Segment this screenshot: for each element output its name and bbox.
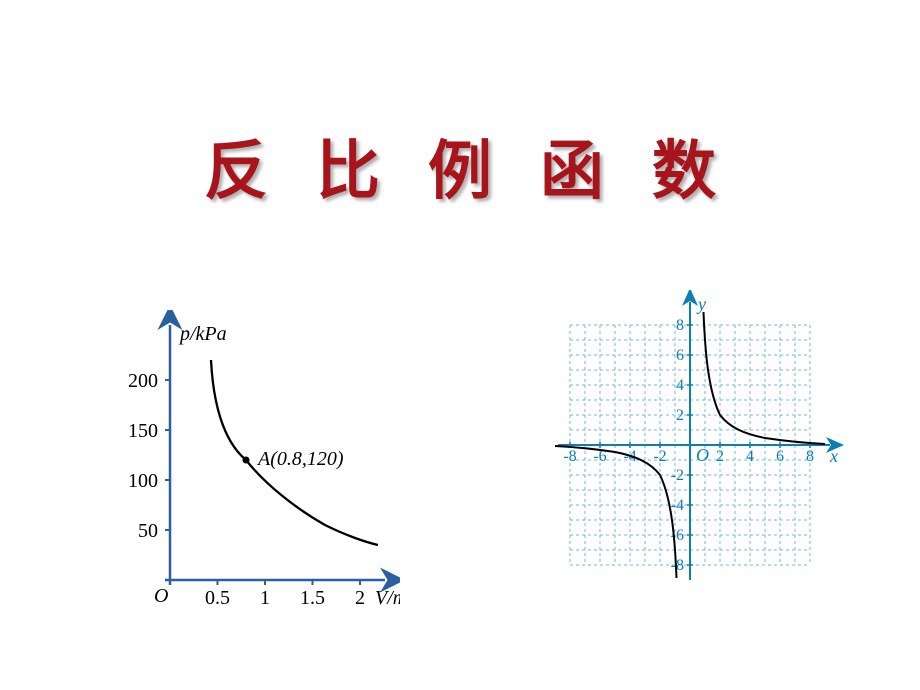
x-tick-label: 6	[776, 448, 784, 465]
x-tick-label: -8	[563, 448, 576, 465]
x-tick-label: 0.5	[205, 587, 230, 609]
y-tick-label: 200	[128, 370, 158, 392]
hyperbola-chart: -8 -6 -4 -2 2 4 6 8 8 6 4 2 -2 -4 -6 -8 …	[530, 290, 850, 600]
y-tick-label: -4	[671, 497, 684, 514]
y-axis-label: p/kPa	[178, 323, 227, 345]
origin-label: O	[154, 585, 168, 607]
page-title: 反 比 例 函 数	[0, 120, 920, 212]
point-a-label: A(0.8,120)	[256, 448, 344, 470]
title-char: 例	[428, 120, 492, 212]
title-char: 反	[204, 120, 268, 212]
y-tick-label: 100	[128, 470, 158, 492]
title-char: 数	[652, 120, 716, 212]
y-tick-label: 8	[676, 317, 684, 334]
x-tick-label: 4	[746, 448, 754, 465]
x-axis-label: x	[829, 446, 838, 466]
y-ticks: 50 100 150 200	[128, 370, 170, 542]
hyperbola-q1	[704, 312, 826, 444]
title-char: 函	[540, 120, 604, 212]
origin-label: O	[696, 445, 709, 465]
x-tick-label: 2	[355, 587, 365, 609]
y-tick-label: 6	[676, 347, 684, 364]
x-ticks: 0.5 1 1.5 2	[205, 580, 365, 609]
pressure-volume-chart: 50 100 150 200 0.5 1 1.5 2 A(0.8,120) p/…	[110, 310, 400, 620]
x-tick-label: 2	[716, 448, 724, 465]
x-tick-label: 1	[260, 587, 270, 609]
y-tick-label: -8	[671, 557, 684, 574]
y-tick-label: 4	[676, 377, 684, 394]
y-tick-label: 150	[128, 420, 158, 442]
x-tick-label: 1.5	[300, 587, 325, 609]
point-a	[243, 457, 250, 464]
y-tick-label: 2	[676, 407, 684, 424]
x-axis-label: V/m³	[375, 587, 400, 609]
x-tick-label: 8	[806, 448, 814, 465]
y-tick-label: 50	[138, 520, 158, 542]
y-axis-label: y	[696, 294, 706, 314]
y-tick-label: -2	[671, 467, 684, 484]
title-char: 比	[316, 120, 380, 212]
hyperbola-q3	[555, 446, 677, 578]
x-tick-label: -2	[653, 448, 666, 465]
